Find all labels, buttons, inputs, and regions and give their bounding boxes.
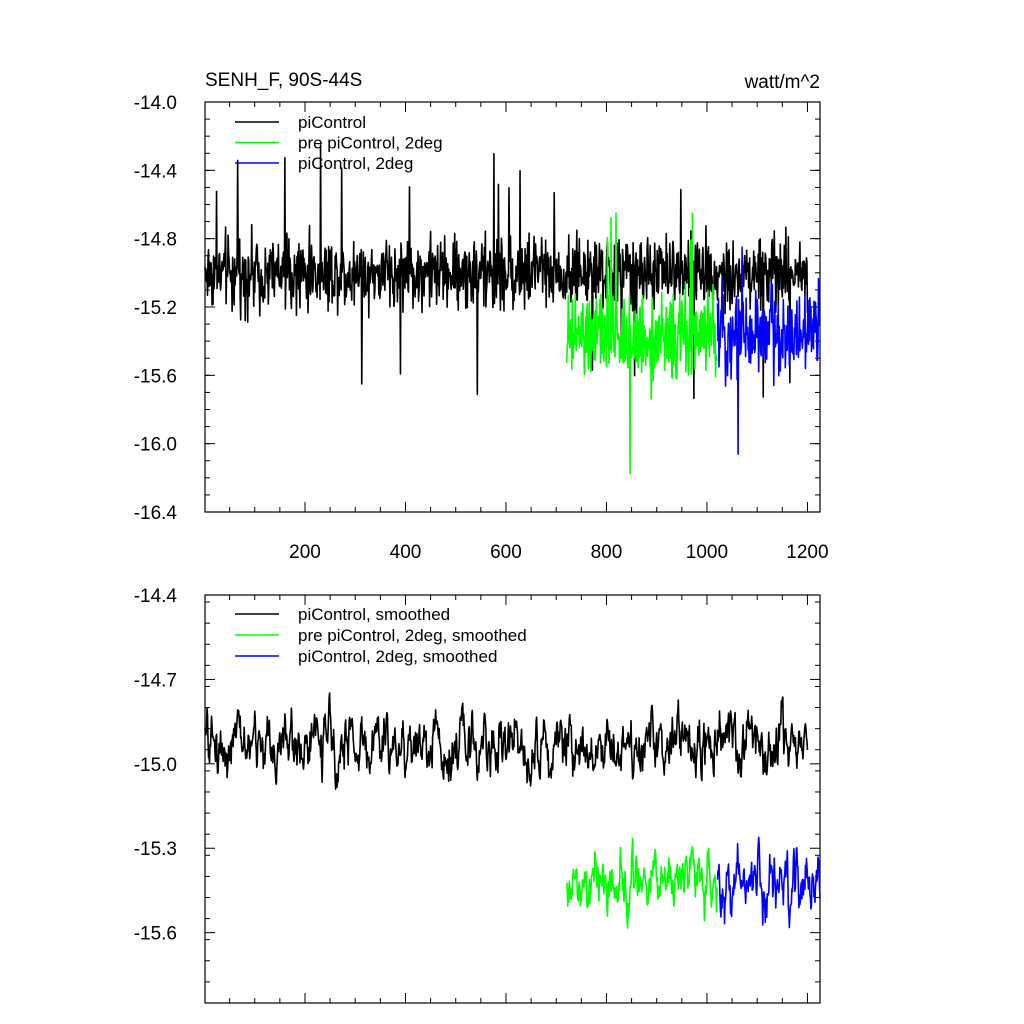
y-tick-label: -14.0 bbox=[134, 93, 177, 114]
x-tick-label: 400 bbox=[390, 542, 422, 563]
legend-entry-0: piControl, smoothed bbox=[298, 605, 450, 624]
y-tick-label: -15.6 bbox=[134, 366, 177, 387]
legend-entry-1: pre piControl, 2deg bbox=[298, 134, 443, 153]
y-tick-label: -16.4 bbox=[134, 503, 178, 524]
y-tick-label: -14.7 bbox=[134, 670, 177, 691]
top-units: watt/m^2 bbox=[744, 72, 820, 93]
legend-entry-2: piControl, 2deg bbox=[298, 154, 413, 173]
y-tick-label: -15.6 bbox=[134, 924, 177, 945]
top-title: SENH_F, 90S-44S bbox=[205, 70, 362, 91]
x-tick-label: 1200 bbox=[786, 542, 828, 563]
top-panel: SENH_F, 90S-44S watt/m^2 200 400 600 800 100… bbox=[134, 70, 829, 563]
plot-frame bbox=[204, 594, 821, 1004]
legend-entry-1: pre piControl, 2deg, smoothed bbox=[298, 626, 527, 645]
bottom-series-lines bbox=[204, 692, 821, 929]
x-tick-label: 1000 bbox=[686, 542, 728, 563]
series-line-1 bbox=[565, 212, 718, 475]
series-line-1 bbox=[565, 837, 718, 929]
series-line-0 bbox=[204, 692, 809, 791]
x-tick-label: 800 bbox=[591, 542, 623, 563]
top-axes: 200 400 600 800 1000 1200 -14.0 -14.4 -14.8 -15.2… bbox=[134, 93, 829, 563]
bottom-axes: -14.4 -14.7 -15.0 -15.3 -15.6 bbox=[134, 586, 821, 1004]
series-line-0 bbox=[204, 144, 809, 400]
y-tick-label: -15.0 bbox=[134, 755, 177, 776]
series-line-2 bbox=[716, 836, 821, 929]
y-tick-label: -14.4 bbox=[134, 161, 178, 182]
y-tick-label: -15.2 bbox=[134, 298, 177, 319]
series-line-2 bbox=[716, 246, 821, 455]
x-tick-label: 600 bbox=[490, 542, 522, 563]
legend-entry-2: piControl, 2deg, smoothed bbox=[298, 647, 497, 666]
bottom-panel: -14.4 -14.7 -15.0 -15.3 -15.6 piControl, smo… bbox=[134, 586, 821, 1004]
top-series-lines bbox=[204, 144, 821, 475]
x-tick-label: 200 bbox=[289, 542, 321, 563]
y-tick-label: -14.8 bbox=[134, 230, 177, 251]
bottom-legend: piControl, smoothed pre piControl, 2deg, … bbox=[235, 605, 527, 666]
y-tick-label: -14.4 bbox=[134, 586, 178, 607]
legend-entry-0: piControl bbox=[298, 113, 366, 132]
y-tick-label: -15.3 bbox=[134, 839, 177, 860]
y-tick-label: -16.0 bbox=[134, 435, 177, 456]
